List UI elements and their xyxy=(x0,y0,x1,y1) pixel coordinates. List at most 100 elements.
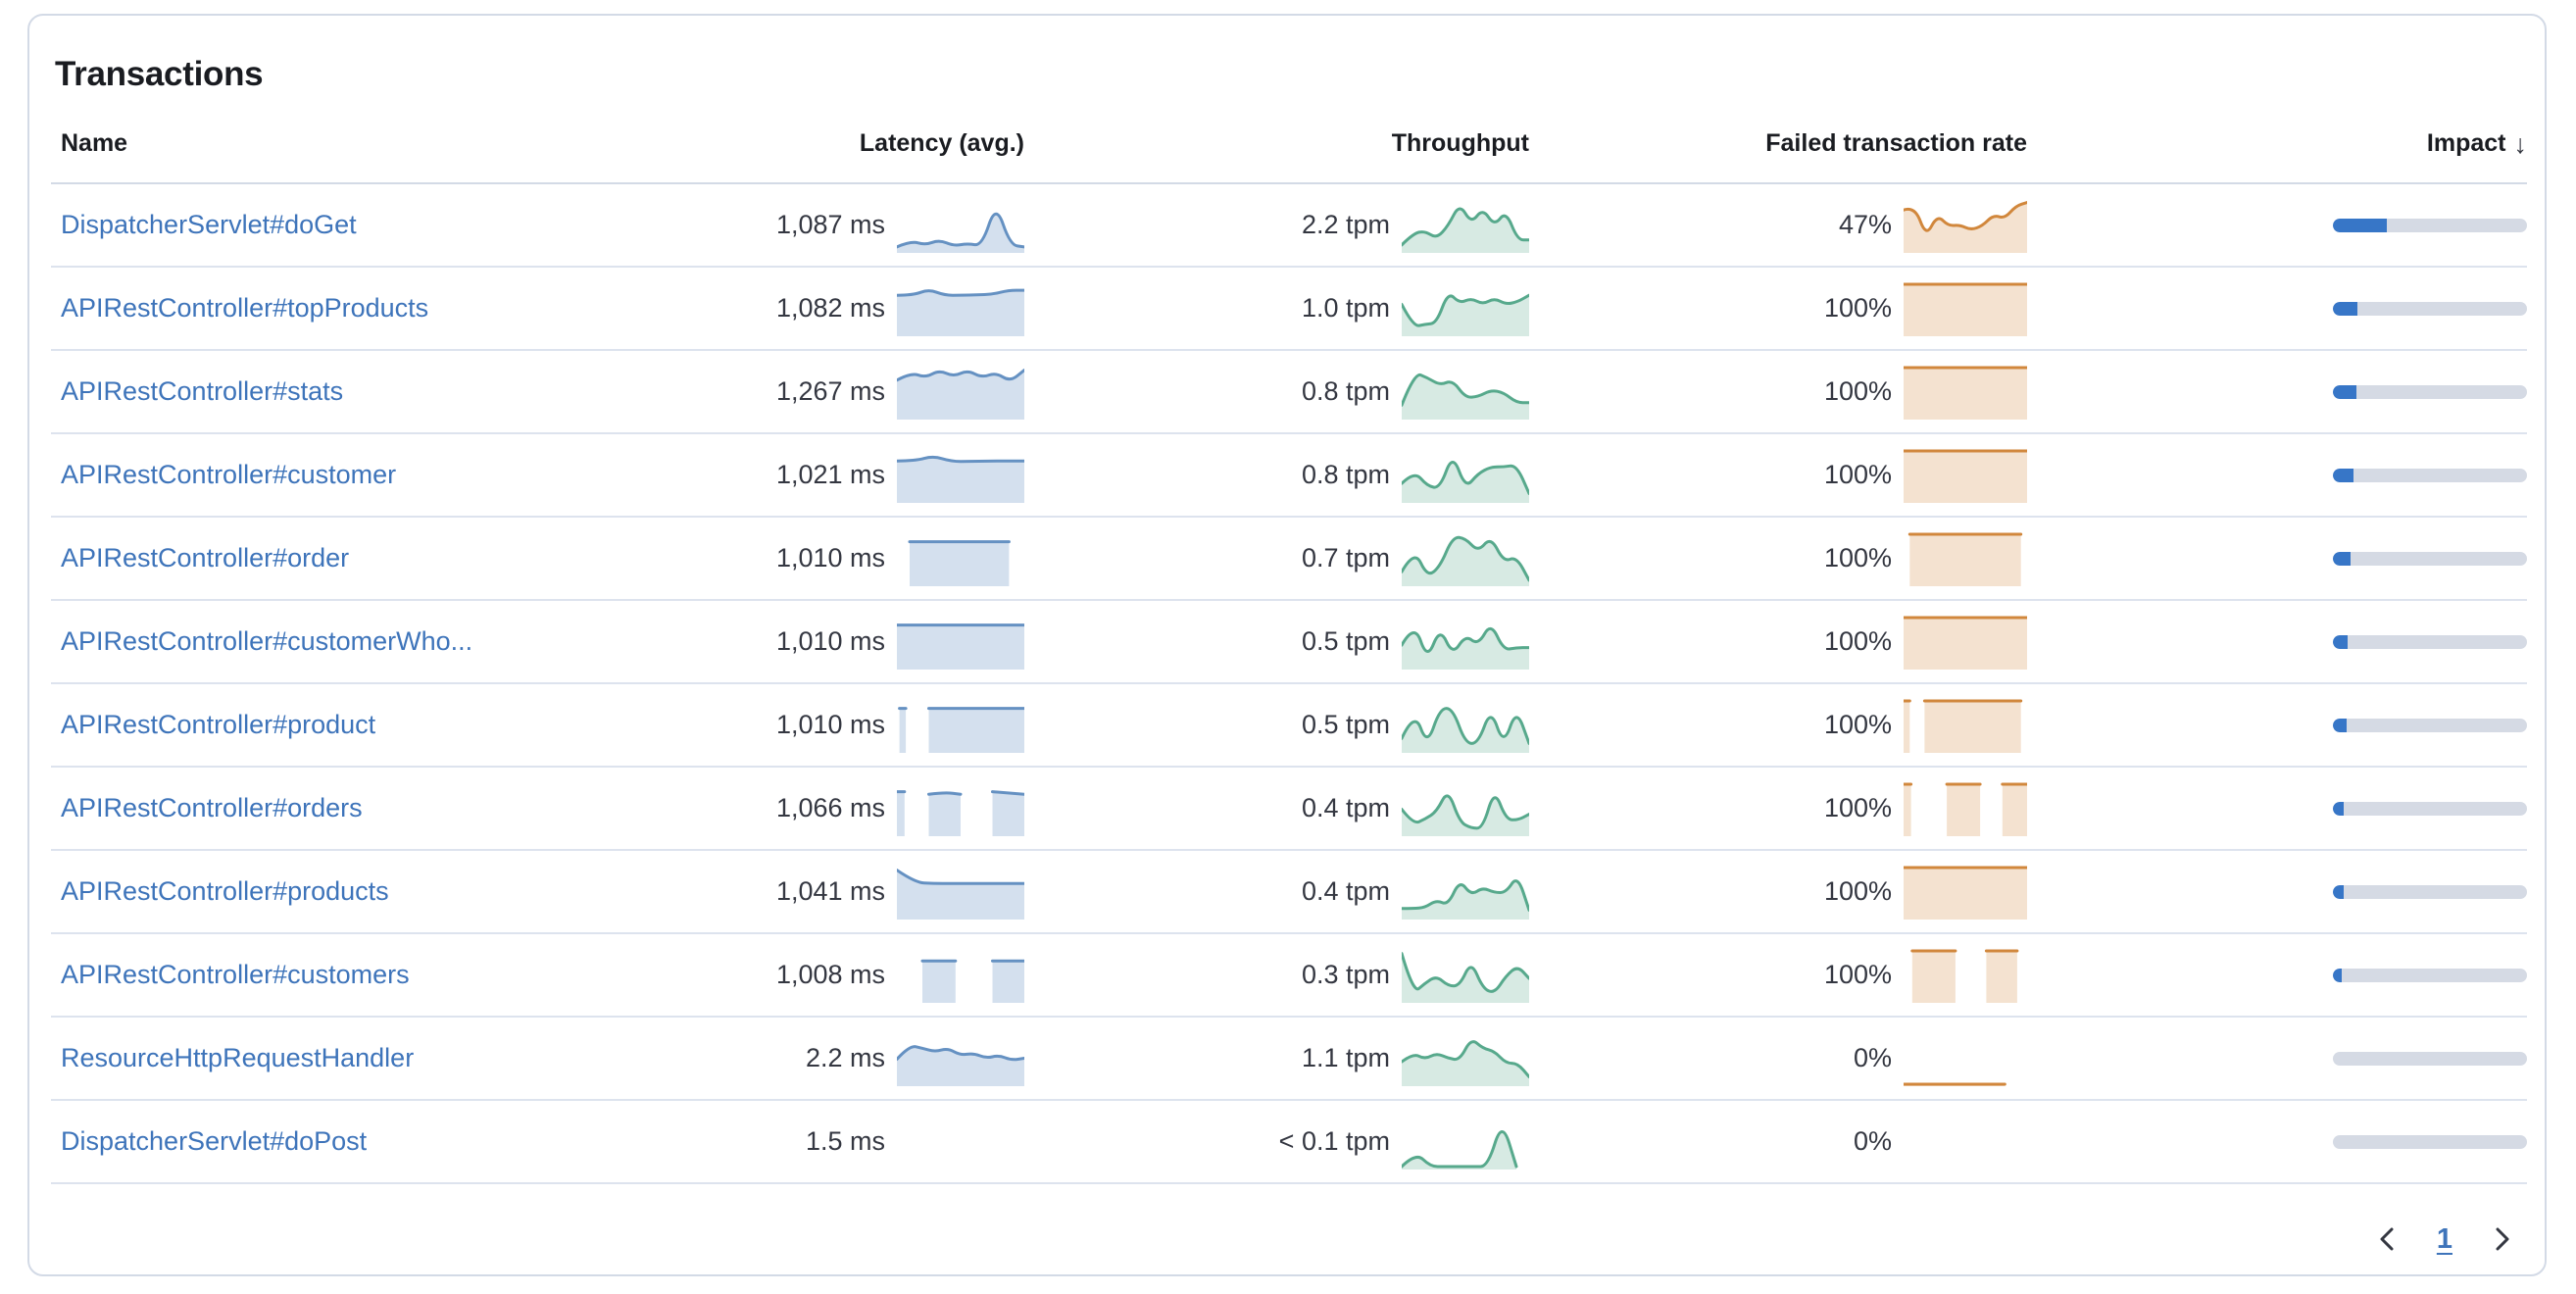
impact-bar-fill xyxy=(2333,218,2388,232)
throughput-value: 0.7 tpm xyxy=(1301,543,1390,572)
transaction-link[interactable]: APIRestController#orders xyxy=(61,793,363,822)
failed-rate-value: 100% xyxy=(1823,876,1892,906)
latency-value: 1,010 ms xyxy=(775,710,885,739)
column-header-throughput[interactable]: Throughput xyxy=(1391,128,1529,157)
failed-rate-sparkline xyxy=(1904,365,2027,420)
failed-rate-value: 100% xyxy=(1823,960,1892,989)
column-header-name[interactable]: Name xyxy=(61,128,128,157)
previous-page-button[interactable] xyxy=(2370,1221,2405,1257)
latency-value: 1,021 ms xyxy=(775,460,885,489)
throughput-sparkline xyxy=(1402,281,1529,336)
throughput-value: 0.8 tpm xyxy=(1301,376,1390,406)
failed-rate-sparkline xyxy=(1904,448,2027,503)
transaction-link[interactable]: DispatcherServlet#doGet xyxy=(61,210,357,239)
failed-rate-value: 100% xyxy=(1823,460,1892,489)
table-row: ResourceHttpRequestHandler 2.2 ms 1.1 tpm 0… xyxy=(51,1018,2527,1101)
throughput-value: 0.5 tpm xyxy=(1301,710,1390,739)
failed-rate-sparkline xyxy=(1904,198,2027,253)
throughput-sparkline xyxy=(1402,448,1529,503)
table-row: APIRestController#order 1,010 ms 0.7 tpm 10… xyxy=(51,518,2527,601)
impact-bar-fill xyxy=(2333,634,2348,649)
transaction-link[interactable]: APIRestController#stats xyxy=(61,376,344,406)
throughput-sparkline xyxy=(1402,1031,1529,1086)
throughput-sparkline xyxy=(1402,948,1529,1003)
pagination: 1 xyxy=(51,1184,2527,1294)
failed-rate-sparkline xyxy=(1904,1031,2027,1086)
impact-bar xyxy=(2333,551,2527,566)
throughput-value: < 0.1 tpm xyxy=(1278,1126,1390,1156)
throughput-value: 0.5 tpm xyxy=(1301,626,1390,656)
latency-sparkline xyxy=(897,1031,1024,1086)
transaction-link[interactable]: APIRestController#customerWho... xyxy=(61,626,473,656)
latency-sparkline xyxy=(897,615,1024,670)
throughput-sparkline xyxy=(1402,365,1529,420)
transactions-panel: Transactions Name Latency (avg.) Through… xyxy=(27,14,2547,1276)
table-row: APIRestController#customer 1,021 ms 0.8 tp… xyxy=(51,434,2527,518)
failed-rate-sparkline xyxy=(1904,781,2027,836)
table-body: DispatcherServlet#doGet 1,087 ms 2.2 tpm 47… xyxy=(51,184,2527,1184)
column-header-impact-label: Impact xyxy=(2426,128,2506,157)
column-header-impact[interactable]: Impact ↓ xyxy=(2027,128,2527,159)
failed-rate-value: 100% xyxy=(1823,710,1892,739)
table-row: APIRestController#topProducts 1,082 ms 1.0… xyxy=(51,268,2527,351)
table-row: DispatcherServlet#doPost 1.5 ms < 0.1 tpm 0… xyxy=(51,1101,2527,1184)
latency-value: 1,087 ms xyxy=(775,210,885,239)
impact-bar xyxy=(2333,301,2527,316)
transaction-link[interactable]: ResourceHttpRequestHandler xyxy=(61,1043,415,1072)
table-header: Name Latency (avg.) Throughput Failed tr… xyxy=(51,104,2527,184)
next-page-button[interactable] xyxy=(2484,1221,2519,1257)
impact-bar-fill xyxy=(2333,884,2344,899)
failed-rate-sparkline xyxy=(1904,865,2027,920)
failed-rate-value: 100% xyxy=(1823,543,1892,572)
transaction-link[interactable]: APIRestController#customers xyxy=(61,960,410,989)
latency-sparkline xyxy=(897,198,1024,253)
throughput-value: 1.1 tpm xyxy=(1301,1043,1390,1072)
throughput-sparkline xyxy=(1402,198,1529,253)
throughput-sparkline xyxy=(1402,781,1529,836)
latency-sparkline xyxy=(897,948,1024,1003)
latency-value: 1,008 ms xyxy=(775,960,885,989)
latency-sparkline xyxy=(897,865,1024,920)
failed-rate-sparkline xyxy=(1904,698,2027,753)
failed-rate-sparkline xyxy=(1904,948,2027,1003)
panel-title: Transactions xyxy=(55,55,264,93)
latency-value: 1.5 ms xyxy=(805,1126,885,1156)
failed-rate-value: 0% xyxy=(1853,1126,1892,1156)
impact-bar-fill xyxy=(2333,801,2344,816)
impact-bar xyxy=(2333,968,2527,982)
impact-bar-fill xyxy=(2333,301,2357,316)
failed-rate-value: 100% xyxy=(1823,376,1892,406)
table-row: DispatcherServlet#doGet 1,087 ms 2.2 tpm 47… xyxy=(51,184,2527,268)
latency-value: 1,267 ms xyxy=(775,376,885,406)
transaction-link[interactable]: APIRestController#product xyxy=(61,710,376,739)
throughput-value: 0.4 tpm xyxy=(1301,876,1390,906)
throughput-value: 0.8 tpm xyxy=(1301,460,1390,489)
transaction-link[interactable]: APIRestController#products xyxy=(61,876,389,906)
latency-sparkline xyxy=(897,365,1024,420)
transaction-link[interactable]: APIRestController#order xyxy=(61,543,350,572)
table-row: APIRestController#products 1,041 ms 0.4 tp… xyxy=(51,851,2527,934)
impact-bar-fill xyxy=(2333,968,2342,982)
column-header-failed-rate[interactable]: Failed transaction rate xyxy=(1765,128,2027,157)
page-number-1[interactable]: 1 xyxy=(2436,1222,2452,1255)
impact-bar xyxy=(2333,384,2527,399)
latency-value: 1,010 ms xyxy=(775,543,885,572)
failed-rate-value: 100% xyxy=(1823,293,1892,323)
impact-bar xyxy=(2333,1051,2527,1066)
column-header-latency[interactable]: Latency (avg.) xyxy=(859,128,1024,157)
impact-bar-fill xyxy=(2333,468,2353,482)
latency-value: 2.2 ms xyxy=(805,1043,885,1072)
transaction-link[interactable]: APIRestController#topProducts xyxy=(61,293,429,323)
transaction-link[interactable]: APIRestController#customer xyxy=(61,460,397,489)
impact-bar xyxy=(2333,801,2527,816)
throughput-value: 0.4 tpm xyxy=(1301,793,1390,822)
failed-rate-sparkline xyxy=(1904,531,2027,586)
impact-bar xyxy=(2333,218,2527,232)
throughput-value: 2.2 tpm xyxy=(1301,210,1390,239)
impact-bar xyxy=(2333,1134,2527,1149)
table-row: APIRestController#customers 1,008 ms 0.3 t… xyxy=(51,934,2527,1018)
transaction-link[interactable]: DispatcherServlet#doPost xyxy=(61,1126,368,1156)
latency-sparkline xyxy=(897,531,1024,586)
chevron-right-icon xyxy=(2496,1227,2509,1251)
failed-rate-sparkline xyxy=(1904,615,2027,670)
